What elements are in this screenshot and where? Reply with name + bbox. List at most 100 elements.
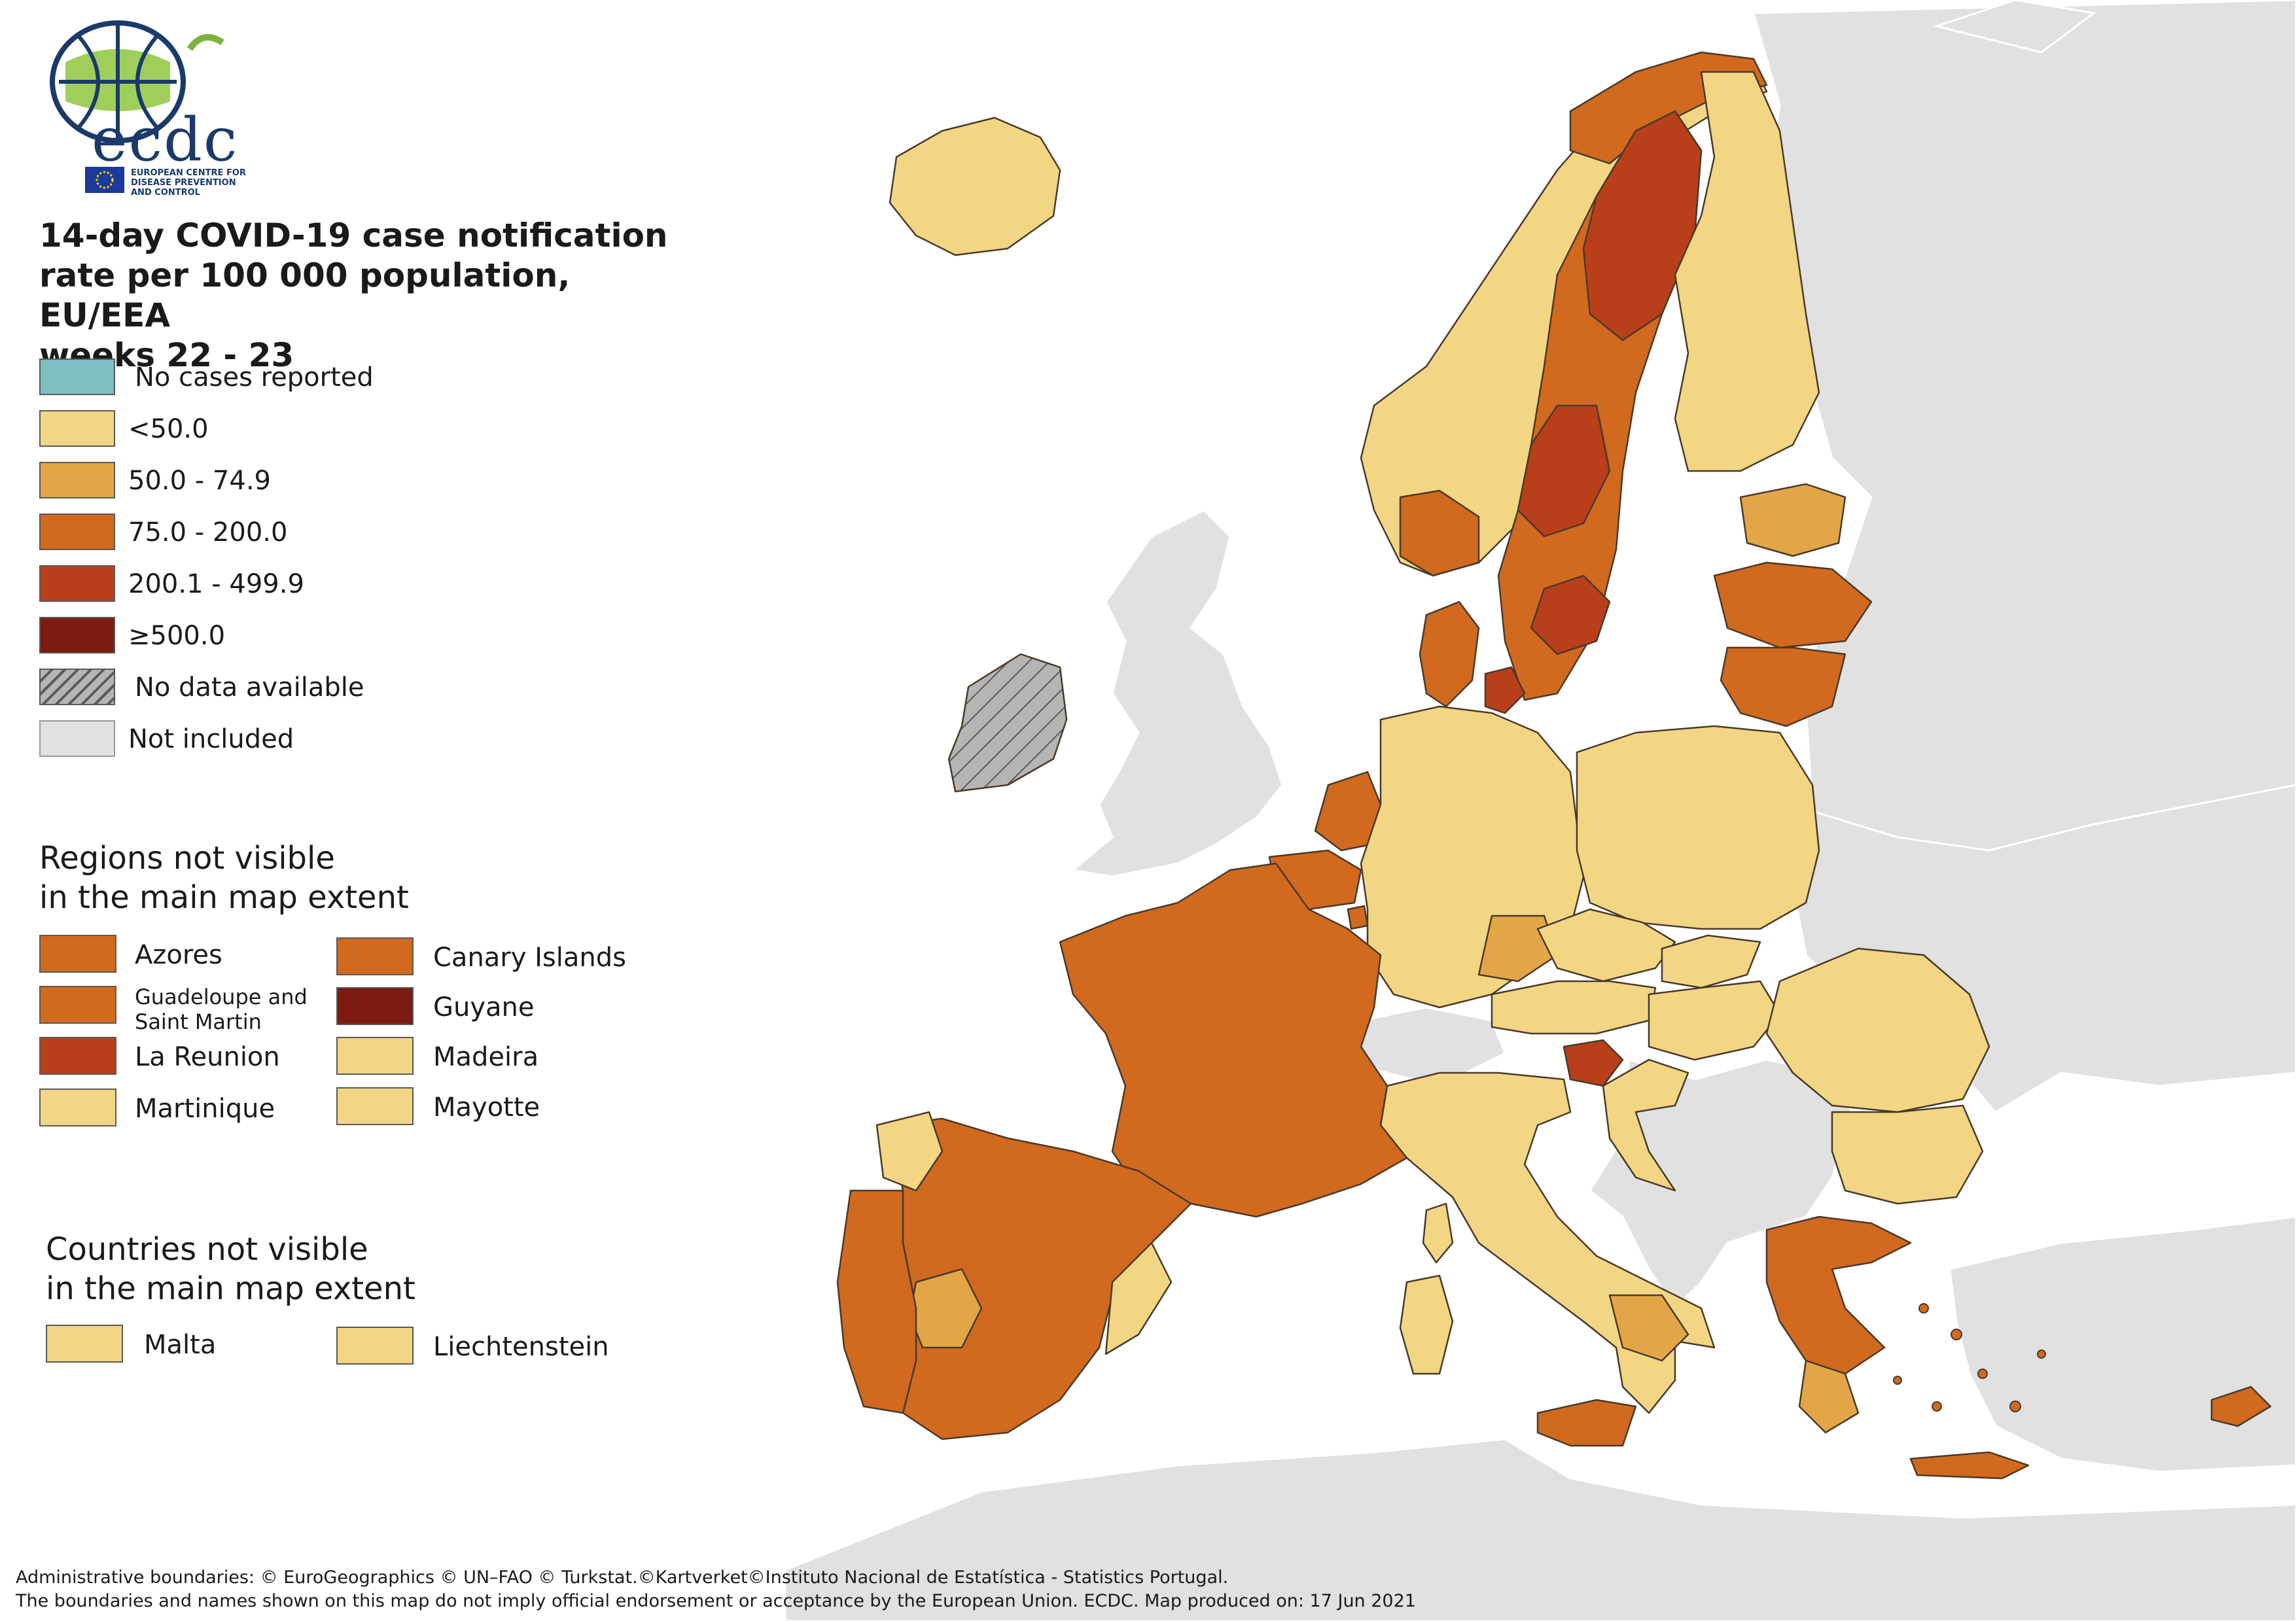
region-sicily [1536, 1399, 1637, 1447]
ecdc-full-name: EUROPEAN CENTRE FOR DISEASE PREVENTION A… [131, 168, 246, 198]
legend-swatch [39, 462, 115, 498]
legend-item-75-200: 75.0 - 200.0 [39, 514, 563, 553]
map-title: 14-day COVID-19 case notification rate p… [39, 217, 668, 374]
legend-item-200-500: 200.1 - 499.9 [39, 565, 563, 604]
legend-label: No data available [135, 672, 364, 703]
region-swatch [39, 1089, 116, 1126]
region-finland [1674, 71, 1820, 472]
island [2009, 1401, 2021, 1412]
island [2037, 1350, 2046, 1359]
region-label: Canary Islands [433, 943, 626, 973]
legend-item-gt500: ≥500.0 [39, 617, 563, 656]
region-label: Azores [135, 940, 222, 970]
region-label: Martinique [135, 1094, 275, 1124]
region-russia [1752, 0, 2296, 852]
region-swatch [336, 987, 414, 1025]
regions-not-visible-title: Regions not visible in the main map exte… [39, 840, 409, 916]
region-turkey [1949, 1215, 2296, 1473]
region-corsica [1422, 1202, 1454, 1264]
legend-swatch-hatched [39, 669, 115, 705]
region-austria [1491, 980, 1657, 1035]
region-estonia [1739, 483, 1846, 557]
region-crete [1909, 1451, 2030, 1480]
country-label: Liechtenstein [433, 1332, 609, 1362]
country-item-liechtenstein: Liechtenstein [336, 1327, 624, 1366]
island [1893, 1376, 1902, 1385]
region-svalbard-edge [1933, 0, 2096, 54]
not-included-areas [784, 0, 2296, 1621]
region-france [1059, 862, 1408, 1218]
legend-swatch [39, 514, 115, 550]
region-iceland [889, 116, 1061, 256]
region-item-madeira: Madeira [336, 1037, 624, 1076]
legend-label: 200.1 - 499.9 [128, 569, 304, 599]
region-swatch [39, 1037, 116, 1075]
legend-swatch [39, 565, 115, 602]
region-item-azores: Azores [39, 935, 327, 974]
region-greece-peloponnese [1798, 1359, 1860, 1434]
region-swatch [39, 935, 116, 973]
region-spain-galicia [875, 1111, 944, 1192]
region-sweden-central [1517, 404, 1611, 538]
attribution-line: Administrative boundaries: © EuroGeograp… [16, 1567, 1229, 1588]
legend-label: 50.0 - 74.9 [128, 466, 271, 496]
region-north-africa [784, 1438, 2296, 1621]
region-germany-bavaria [1477, 915, 1559, 983]
ecdc-logo: ecdc EUROPEAN CENTRE FOR DISEASE PREVENT… [39, 10, 275, 200]
region-label: Guyane [433, 992, 535, 1022]
region-luxembourg [1347, 905, 1369, 930]
region-swatch [336, 1087, 414, 1125]
region-item-mayotte: Mayotte [336, 1087, 624, 1126]
countries-not-visible-title: Countries not visible in the main map ex… [46, 1231, 415, 1307]
region-cyprus [2210, 1386, 2272, 1427]
legend-item-lt50: <50.0 [39, 410, 563, 449]
region-slovenia [1563, 1039, 1624, 1087]
island [1932, 1401, 1942, 1412]
aegean-islands [1893, 1303, 2046, 1412]
ecdc-globe-icon [50, 20, 224, 193]
island [1951, 1329, 1962, 1340]
region-denmark-zealand [1484, 666, 1526, 714]
region-portugal [836, 1189, 917, 1414]
ecdc-acronym: ecdc [92, 105, 239, 175]
region-label: La Reunion [135, 1042, 280, 1072]
region-poland [1576, 725, 1820, 930]
country-swatch [336, 1327, 414, 1365]
country-item-malta: Malta [46, 1325, 334, 1364]
region-slovakia [1661, 934, 1761, 989]
region-spain-valencia [1104, 1242, 1173, 1355]
region-bulgaria [1831, 1104, 1984, 1205]
legend-swatch [39, 617, 115, 654]
legend-label: <50.0 [128, 414, 209, 444]
region-label: Mayotte [433, 1092, 540, 1123]
legend-swatch [39, 358, 115, 395]
disclaimer-line: The boundaries and names shown on this m… [16, 1591, 1416, 1611]
legend-label: No cases reported [135, 362, 374, 392]
legend-item-no-data: No data available [39, 669, 563, 708]
region-norway-south [1399, 489, 1480, 577]
region-switzerland [1360, 1006, 1506, 1081]
island [1918, 1303, 1929, 1314]
legend-item-not-included: Not included [39, 720, 563, 759]
region-great-britain [1070, 509, 1284, 878]
legend-swatch [39, 720, 115, 757]
region-swatch [336, 937, 414, 975]
region-item-guyane: Guyane [336, 987, 624, 1026]
region-italy-south [1608, 1294, 1689, 1362]
region-romania [1765, 947, 1990, 1113]
eu-eea-countries [836, 51, 2272, 1480]
region-latvia [1713, 561, 1873, 649]
region-swatch [336, 1037, 414, 1075]
region-germany [1360, 705, 1585, 1009]
island [1977, 1368, 1988, 1379]
region-croatia [1602, 1058, 1689, 1192]
legend-label: ≥500.0 [128, 621, 226, 651]
legend-label: Not included [128, 724, 294, 754]
region-item-guadeloupe: Guadeloupe and Saint Martin [39, 985, 327, 1034]
country-swatch [46, 1325, 123, 1363]
legend-panel: ecdc EUROPEAN CENTRE FOR DISEASE PREVENT… [0, 0, 707, 1505]
region-sweden-south [1530, 574, 1611, 655]
region-item-canary-islands: Canary Islands [336, 937, 626, 977]
region-ireland [947, 653, 1068, 793]
